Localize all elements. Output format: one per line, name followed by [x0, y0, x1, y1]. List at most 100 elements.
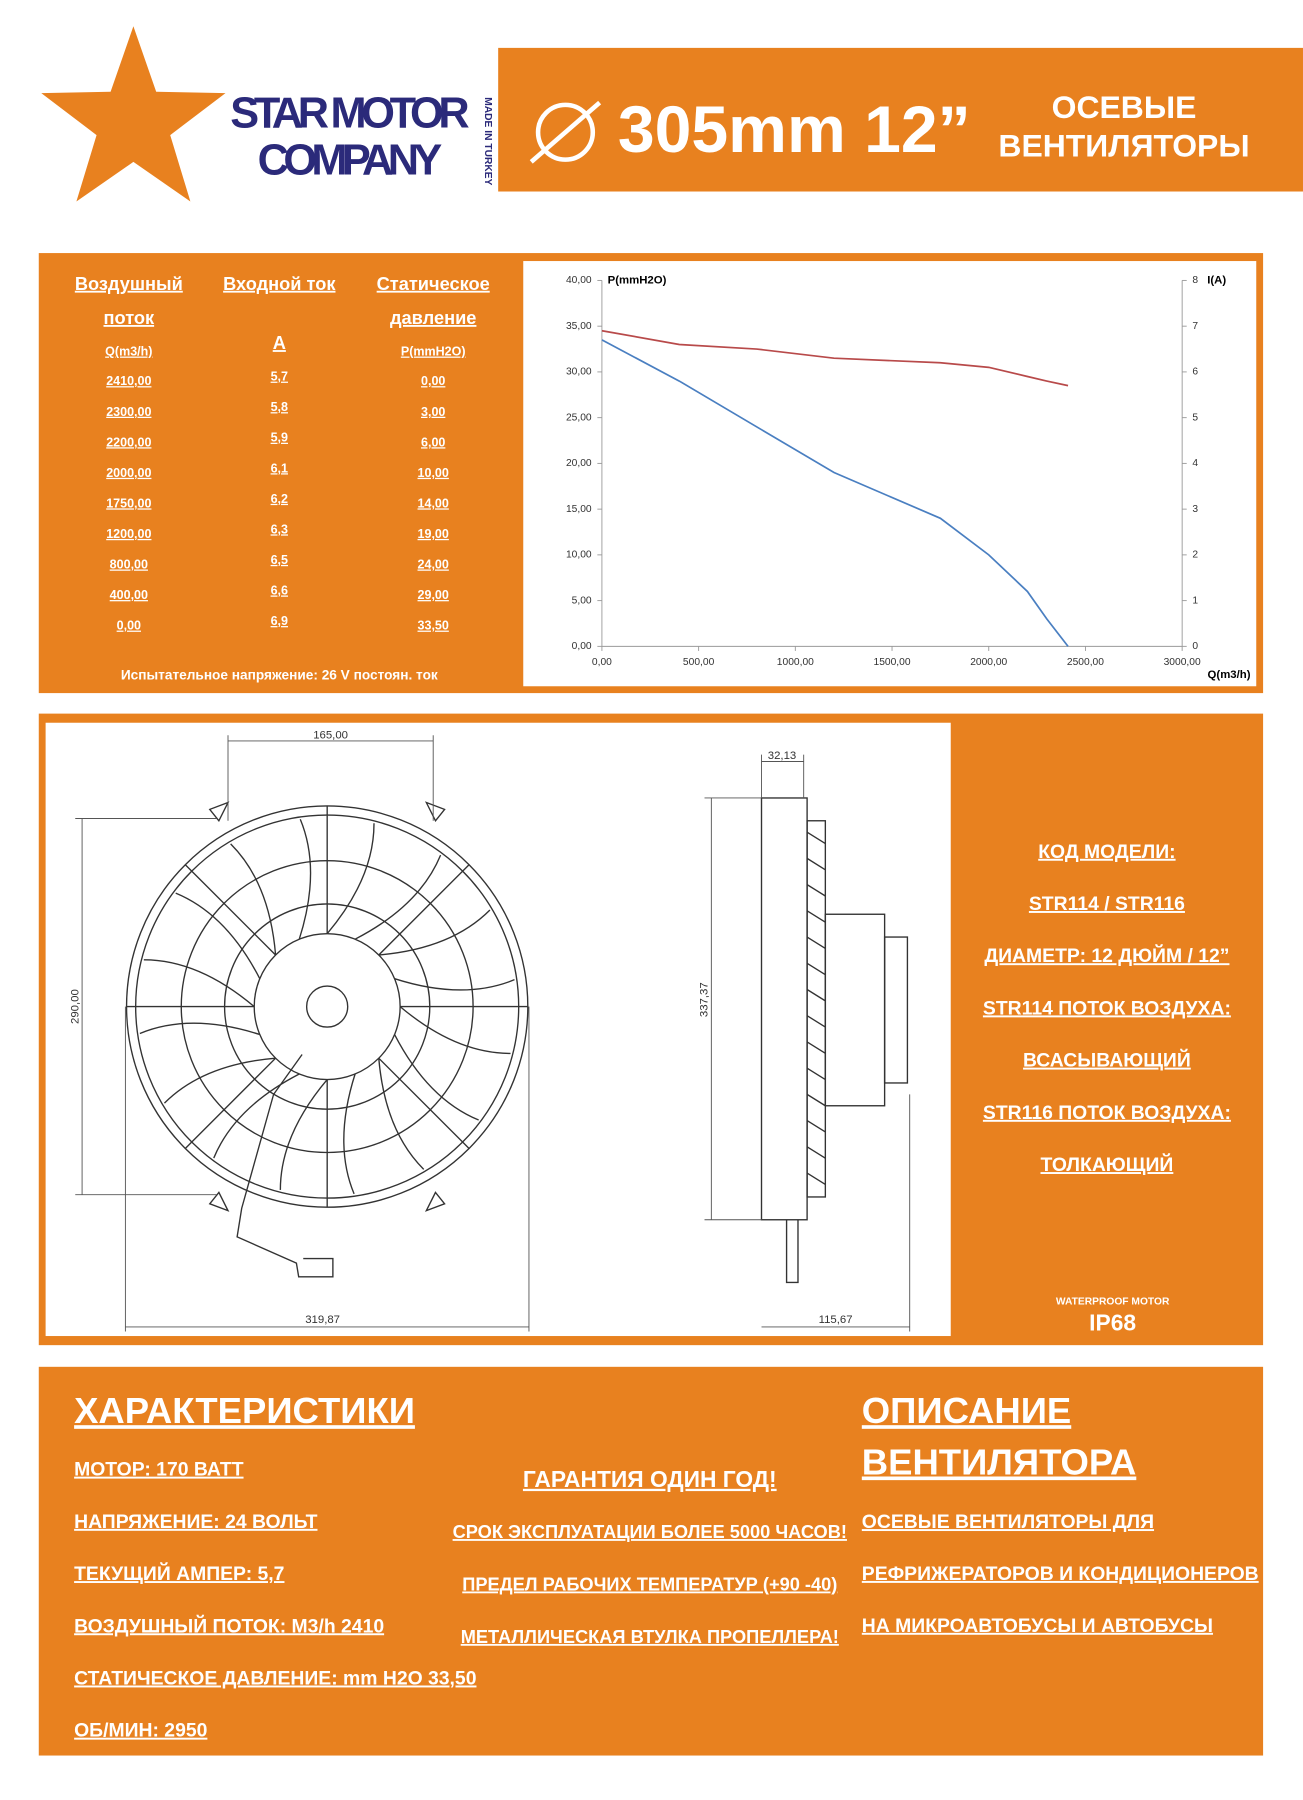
chart-area	[523, 261, 1257, 687]
product: ВЕНТИЛЯТОРЫ	[998, 128, 1249, 164]
table-cell: 5,9	[271, 431, 288, 445]
table-header: Входной ток	[223, 273, 336, 294]
side-fin	[806, 988, 826, 1002]
side-fin	[806, 936, 826, 950]
table-cell: 400,00	[110, 588, 148, 602]
table-header: Статическое	[377, 273, 490, 294]
model-line: ТОЛКАЮЩИЙ	[1041, 1152, 1174, 1176]
y-tick-label: 15,00	[566, 504, 592, 515]
dimension: 32,13	[768, 750, 796, 762]
model-line: КОД МОДЕЛИ:	[1038, 841, 1175, 863]
table-header: Воздушный	[75, 273, 183, 294]
fan-blade	[394, 978, 515, 991]
table-cell: 6,9	[271, 614, 288, 628]
y-tick-label: 30,00	[566, 367, 592, 378]
description-title: ОПИСАНИЕ	[862, 1390, 1071, 1431]
dimension: 337,37	[699, 982, 711, 1017]
spec-item: ТЕКУЩИЙ АМПЕР: 5,7	[74, 1561, 284, 1585]
table-cell: 3,00	[421, 405, 445, 419]
x-tick-label: 3000,00	[1164, 657, 1201, 668]
model-line: STR114 ПОТОК ВОЗДУХА:	[983, 997, 1231, 1019]
drawing-area	[45, 722, 951, 1337]
series-line	[601, 329, 1069, 387]
table-header: давление	[390, 307, 476, 328]
header-bar	[498, 47, 1303, 192]
y2-tick-label: 7	[1192, 321, 1198, 332]
spec-item: ВОЗДУШНЫЙ ПОТОК: M3/h 2410	[74, 1613, 384, 1637]
fan-blade	[378, 909, 491, 956]
table-cell: 6,1	[271, 461, 288, 475]
fan-blade	[399, 1006, 511, 1055]
x-tick-label: 2000,00	[970, 657, 1007, 668]
size: 305mm 12”	[618, 93, 971, 167]
table-cell: 1750,00	[106, 496, 151, 510]
fan-strut	[378, 864, 470, 956]
side-fin	[806, 1067, 826, 1081]
dimension: 165,00	[313, 729, 348, 741]
y2-tick-label: 0	[1192, 641, 1198, 652]
dimension: 319,87	[305, 1314, 340, 1326]
warranty-item: МЕТАЛЛИЧЕСКАЯ ВТУЛКА ПРОПЕЛЛЕРА!	[461, 1626, 839, 1647]
table-cell: 0,00	[421, 374, 445, 388]
product: ОСЕВЫЕ	[1052, 89, 1197, 125]
y-tick-label: 40,00	[566, 275, 592, 286]
description-item: ОСЕВЫЕ ВЕНТИЛЯТОРЫ ДЛЯ	[862, 1511, 1154, 1533]
side-fin	[806, 1120, 826, 1133]
table-cell: 14,00	[418, 496, 449, 510]
specs-panel	[38, 1366, 1264, 1756]
side-fin	[806, 1146, 826, 1159]
y-axis-title: P(mmH2O)	[608, 274, 667, 286]
spec-item: НАПРЯЖЕНИЕ: 24 ВОЛЬТ	[74, 1511, 318, 1533]
table-cell: 0,00	[117, 619, 141, 633]
model-line: ДИАМЕТР: 12 ДЮЙМ / 12”	[984, 943, 1229, 967]
table-cell: 2000,00	[106, 466, 151, 480]
fan-blade	[175, 892, 261, 979]
y2-tick-label: 3	[1192, 504, 1198, 515]
badge: IP68	[1089, 1310, 1136, 1336]
table-cell: 2300,00	[106, 405, 151, 419]
dimension: 290,00	[69, 989, 81, 1024]
y2-tick-label: 5	[1192, 412, 1198, 423]
y2-tick-label: 6	[1192, 367, 1198, 378]
x-tick-label: 1000,00	[777, 657, 814, 668]
description-item: РЕФРИЖЕРАТОРОВ И КОНДИЦИОНЕРОВ	[862, 1563, 1259, 1585]
fan-blade	[298, 819, 312, 940]
table-cell: 1200,00	[106, 527, 151, 541]
description-item: НА МИКРОАВТОБУСЫ И АВТОБУСЫ	[862, 1615, 1213, 1637]
spec-item: ОБ/МИН: 2950	[74, 1720, 207, 1742]
fan-strut	[184, 864, 277, 956]
table-unit: Q(m3/h)	[105, 345, 152, 359]
table-cell: 5,8	[271, 400, 288, 414]
y2-tick-label: 1	[1192, 595, 1198, 606]
y2-tick-label: 4	[1192, 458, 1198, 469]
description-title: ВЕНТИЛЯТОРА	[862, 1441, 1136, 1482]
fan-blade	[326, 823, 375, 935]
x-tick-label: 0,00	[592, 657, 612, 668]
fan-strut	[184, 1057, 277, 1149]
table-cell: 6,3	[271, 522, 288, 536]
specs-title: ХАРАКТЕРИСТИКИ	[74, 1390, 415, 1431]
side-fin	[806, 1041, 826, 1054]
table-cell: 33,50	[418, 619, 449, 633]
fan-blade	[343, 1073, 356, 1195]
brand: COMPANY	[258, 136, 443, 184]
y-tick-label: 20,00	[566, 458, 592, 469]
x-tick-label: 500,00	[683, 657, 715, 668]
fan-blade	[393, 1034, 479, 1121]
x-axis-title: Q(m3/h)	[1208, 669, 1251, 681]
side-fin	[806, 884, 826, 897]
fan-blade	[213, 1073, 300, 1159]
fan-blade	[279, 1079, 328, 1190]
side-fin	[806, 831, 826, 845]
test-note: Испытательное напряжение: 26 V постоян. …	[121, 668, 438, 683]
fan-blade	[163, 1057, 276, 1104]
table-cell: 6,00	[421, 435, 445, 449]
y2-tick-label: 8	[1192, 275, 1198, 286]
x-tick-label: 2500,00	[1067, 657, 1104, 668]
table-unit: A	[273, 332, 286, 353]
spec-item: МОТОР: 170 ВАТТ	[74, 1459, 244, 1481]
table-cell: 29,00	[418, 588, 449, 602]
logo-star	[41, 26, 226, 202]
model-line: ВСАСЫВАЮЩИЙ	[1023, 1048, 1191, 1072]
